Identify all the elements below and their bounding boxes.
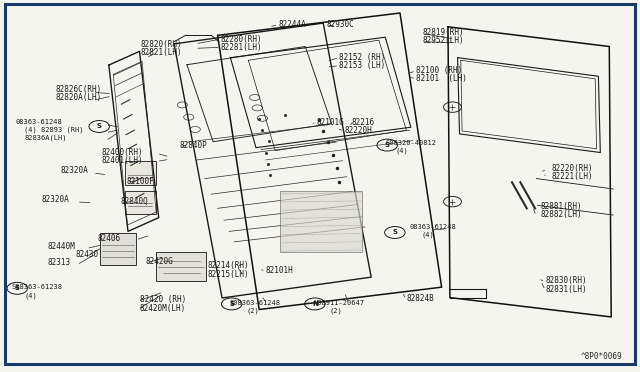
Bar (280, 191, 362, 252)
Text: S: S (97, 124, 102, 129)
Text: S: S (229, 301, 234, 307)
Text: 82101H: 82101H (266, 266, 293, 275)
Text: 82820A(LH): 82820A(LH) (56, 93, 102, 102)
Text: 82221(LH): 82221(LH) (552, 172, 593, 181)
Text: (4): (4) (24, 292, 37, 299)
Text: (2): (2) (246, 308, 259, 314)
Text: 82281(LH): 82281(LH) (221, 43, 262, 52)
FancyBboxPatch shape (125, 161, 156, 185)
Text: 82820(RH): 82820(RH) (141, 40, 182, 49)
Text: S08363-61248: S08363-61248 (229, 300, 280, 306)
Text: ^8P0*0069: ^8P0*0069 (580, 352, 622, 361)
Text: 82400(RH): 82400(RH) (101, 148, 143, 157)
Text: N08911-20647: N08911-20647 (314, 300, 365, 306)
Text: 82220(RH): 82220(RH) (552, 164, 593, 173)
Text: S: S (385, 142, 390, 148)
Text: 82100 (RH): 82100 (RH) (416, 66, 462, 75)
Text: (2): (2) (330, 308, 342, 314)
Text: N: N (312, 301, 318, 307)
Text: 82840Q: 82840Q (120, 197, 148, 206)
Text: 82824B: 82824B (406, 294, 434, 303)
FancyBboxPatch shape (156, 252, 206, 281)
Text: (4) 82893 (RH): (4) 82893 (RH) (24, 126, 84, 133)
Text: 82830(RH): 82830(RH) (545, 276, 587, 285)
Text: 82320A: 82320A (42, 195, 69, 203)
Text: 82101G: 82101G (317, 118, 344, 126)
Text: S: S (392, 230, 397, 235)
FancyBboxPatch shape (100, 232, 136, 265)
Text: 82881(RH): 82881(RH) (541, 202, 582, 211)
Text: 08363-61248: 08363-61248 (410, 224, 456, 230)
Text: 82420M(LH): 82420M(LH) (140, 304, 186, 312)
Text: 82821(LH): 82821(LH) (141, 48, 182, 57)
Text: S: S (15, 285, 20, 291)
Text: 82216: 82216 (352, 118, 375, 126)
Text: (4): (4) (421, 232, 434, 238)
Text: 82313: 82313 (48, 258, 71, 267)
Text: 82836A(LH): 82836A(LH) (24, 135, 67, 141)
Text: 82952(LH): 82952(LH) (422, 36, 464, 45)
Text: 82153 (LH): 82153 (LH) (339, 61, 385, 70)
Text: 82840P: 82840P (179, 141, 207, 150)
Text: 82101  (LH): 82101 (LH) (416, 74, 467, 83)
FancyBboxPatch shape (125, 191, 156, 214)
Text: S08363-61238: S08363-61238 (12, 284, 63, 290)
Text: 82215(LH): 82215(LH) (208, 270, 250, 279)
Text: 82819(RH): 82819(RH) (422, 28, 464, 37)
Text: 82440M: 82440M (48, 242, 76, 251)
Text: 82220H: 82220H (344, 126, 372, 135)
Text: 82100F: 82100F (127, 177, 154, 186)
Text: 82280(RH): 82280(RH) (221, 35, 262, 44)
Text: 82401(LH): 82401(LH) (101, 156, 143, 165)
Text: 82430: 82430 (76, 250, 99, 259)
Text: 82214(RH): 82214(RH) (208, 262, 250, 270)
Text: S08320-40812: S08320-40812 (386, 140, 437, 146)
Text: 82420G: 82420G (146, 257, 173, 266)
Text: (4): (4) (396, 148, 408, 154)
Text: 82420 (RH): 82420 (RH) (140, 295, 186, 304)
Text: 82244A: 82244A (278, 20, 306, 29)
Text: 82152 (RH): 82152 (RH) (339, 53, 385, 62)
Text: 82826C(RH): 82826C(RH) (56, 85, 102, 94)
Text: 82320A: 82320A (61, 166, 88, 174)
Text: 08363-61248: 08363-61248 (16, 119, 63, 125)
Text: 82831(LH): 82831(LH) (545, 285, 587, 294)
Text: 82930C: 82930C (326, 20, 354, 29)
Text: 82882(LH): 82882(LH) (541, 210, 582, 219)
Text: 82406: 82406 (97, 234, 120, 243)
